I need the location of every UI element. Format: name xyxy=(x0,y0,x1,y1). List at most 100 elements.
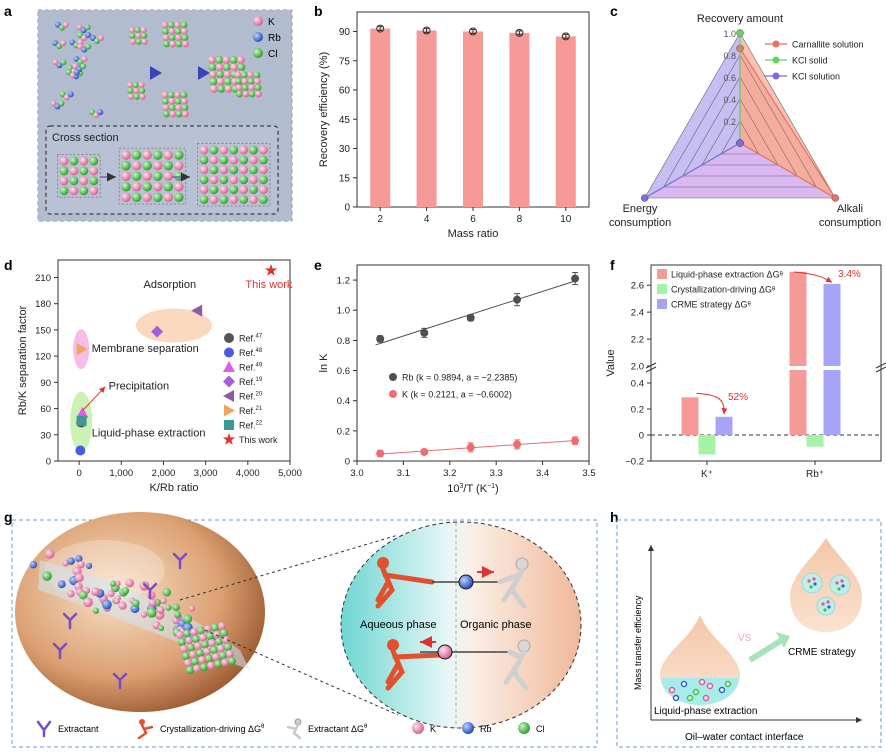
large-crystal xyxy=(241,77,249,85)
large-crystal xyxy=(222,56,231,64)
lattice-large-atom xyxy=(219,185,229,195)
large-crystal xyxy=(215,56,224,64)
lattice-small-atom xyxy=(69,176,79,186)
large-crystal xyxy=(217,84,226,93)
scatter-point-ref-19 xyxy=(151,325,164,338)
lattice-large-atom xyxy=(209,175,219,185)
h-xlabel: Oil–water contact interface xyxy=(685,732,804,743)
h-vs-label: VS xyxy=(738,633,752,644)
droplet-ions xyxy=(29,549,236,690)
panel-a: a K Rb Cl Cross section xyxy=(4,3,293,222)
small-crystal xyxy=(126,81,134,89)
lattice-medium-atom xyxy=(174,181,184,192)
droplet-ion xyxy=(67,557,75,565)
small-crystal xyxy=(167,21,175,29)
xlabel-e-xlabel_sup2: −1 xyxy=(487,483,495,490)
lattice-medium-atom xyxy=(121,150,131,160)
point-b xyxy=(515,28,524,37)
ytick-label-e: 1.0 xyxy=(337,306,350,317)
lattice-small-atom xyxy=(79,166,89,176)
lattice-large-atom xyxy=(249,145,258,155)
droplet-crystal-atom xyxy=(182,652,190,660)
panel-letter-h: h xyxy=(610,509,619,525)
radar-grid xyxy=(701,98,779,166)
legend-label-f: CRME strategy ΔGᶿ xyxy=(671,300,752,310)
legend-label-d-sup: 47 xyxy=(256,334,263,340)
droplet-ion xyxy=(148,598,157,607)
point-b xyxy=(469,27,477,36)
radar-point xyxy=(736,29,744,37)
lattice-medium-atom xyxy=(121,160,131,171)
droplet-ion xyxy=(160,597,167,605)
lattice-large-atom xyxy=(249,185,258,195)
lattice-medium-atom xyxy=(131,171,142,181)
large-crystal xyxy=(247,77,255,85)
legend-g-k-label: K xyxy=(430,724,436,734)
legend-label-d-main: Ref. xyxy=(239,421,256,431)
lattice-small-atom xyxy=(79,156,89,166)
xtick-label-e: 3.1 xyxy=(397,468,410,479)
lattice-small-atom xyxy=(59,156,69,166)
small-crystal xyxy=(138,87,146,94)
lattice-medium-atom xyxy=(163,150,174,160)
bar-f-negative xyxy=(698,435,716,455)
crme-bubble-ion xyxy=(823,608,827,612)
ion-cl xyxy=(60,59,67,66)
point-e-rb xyxy=(466,313,475,322)
legend-label-d: Ref.49 xyxy=(239,363,263,373)
crme-bubble xyxy=(816,596,836,616)
crme-bubbles xyxy=(801,572,851,616)
ytick-label-f-upper: 2.0 xyxy=(631,362,644,373)
droplet-ion xyxy=(114,580,121,587)
small-crystal xyxy=(180,27,188,35)
ytick-label-d: 180 xyxy=(35,299,51,310)
lattice-medium-atom xyxy=(131,150,142,160)
radar-legend-marker xyxy=(772,56,780,64)
droplet-crystal-atom xyxy=(205,654,213,663)
lattice-large-atom xyxy=(209,185,219,195)
droplet-crystal-atom xyxy=(207,661,215,670)
water-ion xyxy=(668,686,676,694)
small-crystal xyxy=(138,81,145,89)
droplet-crystal-atom xyxy=(189,650,197,659)
droplet-crystal-atom xyxy=(203,647,211,656)
droplet-ion xyxy=(188,605,196,612)
droplet-crystal-atom xyxy=(208,639,216,647)
ytick-label-f-upper: 2.4 xyxy=(631,308,644,319)
lattice-medium-atom xyxy=(131,192,142,203)
legend-label-d: This work xyxy=(239,435,278,445)
scatter-point-ref-22 xyxy=(76,415,87,426)
lattice-large-atom xyxy=(258,165,268,175)
large-crystal xyxy=(229,56,238,64)
large-crystal xyxy=(254,84,262,92)
lattice-medium-atom xyxy=(121,171,131,181)
lattice-small-atom xyxy=(89,166,99,176)
droplet-crystal-atom xyxy=(191,657,199,666)
dispersed-ions-cluster xyxy=(50,21,262,119)
zoom-line-bottom xyxy=(204,629,399,716)
zoom-line-top xyxy=(179,534,399,601)
lattice-small-atom xyxy=(79,176,89,186)
droplet-crystal-atom xyxy=(210,646,218,654)
large-crystal xyxy=(236,56,245,64)
small-crystal xyxy=(140,32,148,39)
droplet-crystal-atom xyxy=(200,663,208,671)
ion-k xyxy=(98,34,105,41)
lattice-large-atom xyxy=(239,175,249,185)
crme-bubble-ion xyxy=(841,584,845,588)
legend-marker-e xyxy=(389,373,397,381)
lattice-large-atom xyxy=(239,185,249,195)
droplet-crystal-atom xyxy=(217,644,225,653)
ytick-label-d: 60 xyxy=(40,404,51,415)
droplet-ion xyxy=(172,603,180,612)
crme-bubble-ion xyxy=(826,600,830,604)
legend-label-d-main: Ref. xyxy=(239,406,256,416)
ion-k xyxy=(60,40,67,47)
extractant-molecule xyxy=(172,552,188,570)
panel-h: h Mass transfer efficiency Oil–water con… xyxy=(610,509,882,748)
lattice-large-atom xyxy=(239,155,249,165)
legend-label-d: Ref.21 xyxy=(239,406,263,416)
droplet-ion xyxy=(67,590,75,598)
point-e-k xyxy=(420,447,429,456)
water-ion xyxy=(672,694,680,702)
